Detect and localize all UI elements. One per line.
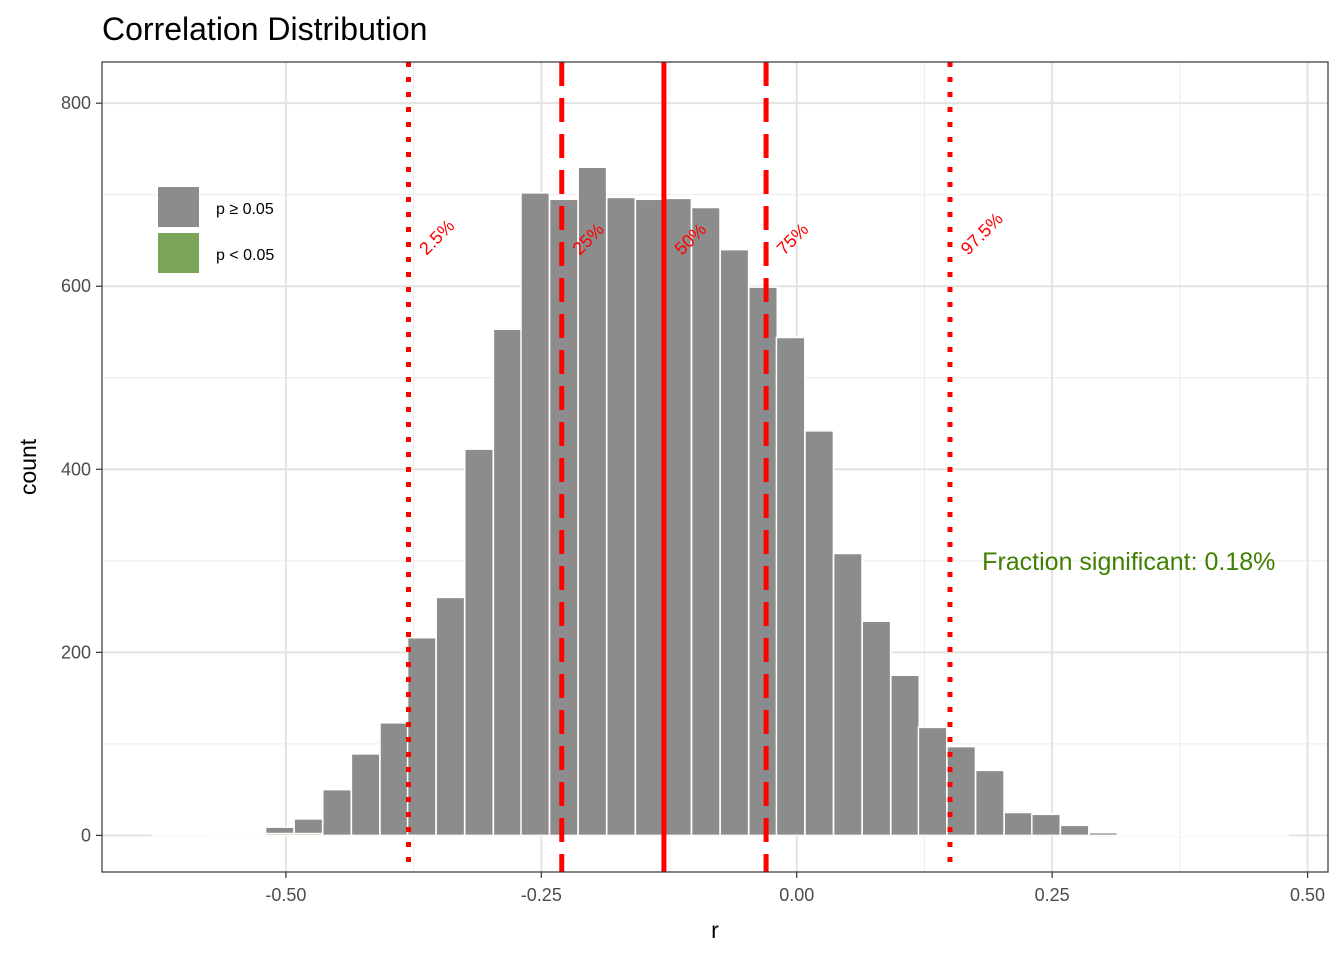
histogram-bar (748, 286, 778, 837)
histogram-bar (1230, 834, 1261, 837)
histogram-bar (1116, 834, 1147, 837)
histogram-bar (464, 448, 494, 837)
chart-title: Correlation Distribution (102, 11, 427, 47)
y-tick-label: 400 (61, 459, 91, 479)
histogram-bar (804, 430, 835, 837)
plot-panel: 2.5% 25% 50% 75% 97.5% Fraction significant:… (101, 61, 1329, 873)
histogram-bar (1258, 834, 1289, 837)
histogram-bar (322, 788, 352, 837)
histogram-bar-significant (208, 834, 239, 837)
histogram-bar (1145, 834, 1176, 837)
histogram-bar (577, 166, 608, 837)
y-tick-label: 200 (61, 642, 91, 662)
histogram-bar (1173, 834, 1203, 837)
x-axis-title: r (711, 917, 719, 943)
legend-label: p ≥ 0.05 (216, 201, 274, 218)
legend-key (158, 233, 199, 273)
histogram-bar (890, 674, 920, 837)
histogram-bar (719, 248, 750, 837)
histogram-bar (180, 834, 210, 837)
histogram-bar (606, 196, 636, 837)
histogram-bar (492, 328, 523, 837)
quantile-lines (406, 62, 953, 872)
legend-label: p < 0.05 (216, 247, 274, 264)
histogram-bar-significant (293, 832, 324, 837)
histogram-bar (406, 636, 437, 837)
y-tick-label: 0 (81, 825, 91, 845)
histogram-bar-significant (264, 832, 295, 837)
histogram-bar (151, 834, 182, 837)
histogram-bar (775, 336, 806, 837)
fraction-significant-annotation: Fraction significant: 0.18% (982, 548, 1275, 576)
y-axis-title: count (15, 438, 41, 495)
x-axis: -0.50 -0.25 0.00 0.25 0.50 (265, 872, 1325, 905)
y-axis: 0 200 400 600 800 (61, 93, 102, 845)
histogram-bar (662, 197, 693, 837)
histogram-bar (634, 198, 665, 837)
x-tick-label: 0.25 (1035, 885, 1070, 905)
x-tick-label: -0.25 (521, 885, 562, 905)
histogram-bar (917, 726, 948, 837)
histogram-bar (1003, 811, 1034, 837)
histogram-bar (520, 192, 551, 837)
histogram-bar (1031, 813, 1061, 837)
panel-border (101, 61, 1329, 873)
y-tick-label: 600 (61, 276, 91, 296)
x-tick-label: 0.50 (1290, 885, 1325, 905)
histogram-bar (690, 206, 721, 837)
histogram-bar (832, 552, 863, 837)
legend-key (158, 187, 199, 227)
histogram-bar (946, 745, 977, 837)
y-tick-label: 800 (61, 93, 91, 113)
x-tick-label: 0.00 (779, 885, 814, 905)
histogram-bars (151, 166, 1289, 837)
legend: p ≥ 0.05 p < 0.05 (158, 187, 274, 273)
x-tick-label: -0.50 (265, 885, 306, 905)
histogram-bar (350, 753, 381, 837)
histogram-bar (974, 769, 1005, 837)
histogram-bar (861, 620, 892, 837)
histogram-bar-significant (237, 833, 268, 837)
histogram-bar (435, 596, 466, 837)
histogram-bar (379, 722, 410, 837)
histogram-bar (1059, 824, 1090, 837)
histogram-bar (1201, 834, 1232, 837)
histogram-bar (1088, 831, 1119, 837)
